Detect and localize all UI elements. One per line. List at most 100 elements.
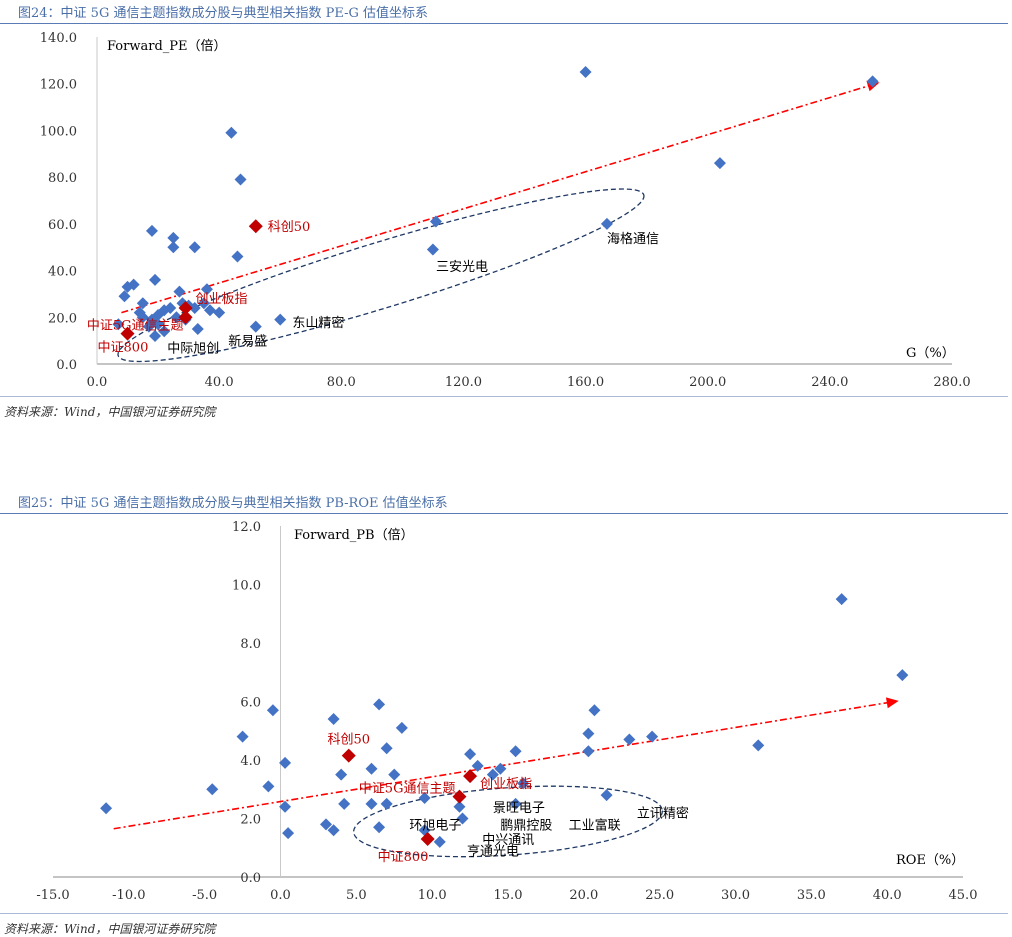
index-label: 创业板指	[480, 777, 532, 792]
highlight-ellipse	[353, 785, 663, 858]
stock-point	[170, 311, 183, 324]
stock-point	[433, 835, 446, 848]
stock-point	[142, 320, 155, 333]
x-tick-label: 35.0	[797, 888, 826, 903]
stock-point	[136, 297, 149, 310]
stock-label: 海格通信	[607, 231, 659, 247]
x-tick-label: 0.0	[87, 375, 108, 390]
trend-line	[113, 700, 895, 830]
index-point	[178, 300, 193, 315]
index-label: 科创50	[327, 733, 370, 748]
stock-label: 新易盛	[228, 334, 267, 350]
x-tick-label: 40.0	[205, 375, 234, 390]
stock-point	[188, 241, 201, 254]
stock-point	[453, 800, 466, 813]
stock-point	[236, 730, 249, 743]
stock-point	[213, 306, 226, 319]
stock-point	[206, 783, 219, 796]
y-tick-label: 8.0	[240, 637, 261, 652]
y-tick-label: 0.0	[56, 358, 77, 373]
x-tick-label: 5.0	[346, 888, 367, 903]
x-tick-label: 15.0	[494, 888, 523, 903]
y-tick-label: 20.0	[48, 311, 77, 326]
y-tick-label: 100.0	[40, 124, 77, 139]
stock-point	[121, 280, 134, 293]
stock-point	[282, 827, 295, 840]
stock-label: 三安光电	[436, 260, 488, 275]
stock-point	[100, 802, 113, 815]
figure-24-title: 图24：中证 5G 通信主题指数成分股与典型相关指数 PE-G 估值坐标系	[18, 6, 428, 21]
y-tick-label: 2.0	[240, 813, 261, 828]
stock-point	[456, 812, 469, 825]
stock-point	[167, 241, 180, 254]
y-tick-label: 140.0	[40, 31, 77, 46]
stock-point	[623, 733, 636, 746]
trend-line	[121, 82, 876, 314]
stock-point	[582, 745, 595, 758]
x-tick-label: 120.0	[445, 375, 482, 390]
index-label: 创业板指	[196, 292, 248, 307]
stock-point	[327, 713, 340, 726]
stock-point	[145, 224, 158, 237]
x-tick-label: 200.0	[689, 375, 726, 390]
stock-point	[149, 329, 162, 342]
stock-point	[327, 824, 340, 837]
x-tick-label: 80.0	[327, 375, 356, 390]
source-rule	[0, 913, 1008, 914]
y-tick-label: 80.0	[48, 171, 77, 186]
stock-point	[266, 704, 279, 717]
stock-label: 立讯精密	[637, 806, 689, 822]
stock-point	[582, 727, 595, 740]
x-tick-label: 0.0	[270, 888, 291, 903]
stock-point	[600, 217, 613, 230]
stock-point	[395, 721, 408, 734]
stock-point	[320, 818, 332, 831]
x-tick-label: -15.0	[36, 888, 69, 903]
title-rule	[0, 513, 1008, 514]
stock-point	[896, 669, 909, 682]
highlight-ellipse	[117, 188, 645, 363]
figure-25-source: 资料来源：Wind，中国银河证券研究院	[4, 922, 216, 936]
stock-point	[600, 789, 613, 802]
y-tick-label: 4.0	[240, 754, 261, 769]
x-axis-label: ROE（%）	[896, 853, 964, 868]
stock-point	[149, 273, 162, 286]
stock-point	[262, 780, 275, 793]
stock-point	[486, 768, 499, 781]
stock-point	[234, 173, 247, 186]
stock-point	[509, 745, 522, 758]
stock-point	[279, 800, 292, 813]
x-tick-label: -10.0	[112, 888, 145, 903]
index-point	[178, 310, 193, 325]
stock-label: 工业富联	[569, 817, 621, 833]
stock-point	[373, 821, 386, 834]
stock-point	[388, 768, 401, 781]
figure-24-source: 资料来源：Wind，中国银河证券研究院	[4, 405, 216, 419]
stock-point	[365, 797, 378, 810]
stock-label: 中际旭创	[167, 342, 219, 357]
index-point	[248, 219, 263, 234]
index-label: 中证5G通信主题	[87, 318, 184, 333]
stock-point	[279, 756, 292, 769]
stock-point	[517, 777, 530, 790]
x-tick-label: 20.0	[569, 888, 598, 903]
trend-arrow-head	[885, 697, 899, 709]
x-tick-label: 240.0	[811, 375, 848, 390]
index-point	[341, 748, 356, 763]
stock-point	[365, 762, 378, 775]
y-axis-label: Forward_PE（倍）	[107, 39, 227, 54]
source-rule	[0, 396, 1008, 397]
stock-label: 中兴通讯	[482, 833, 534, 848]
stock-point	[274, 313, 287, 326]
stock-point	[203, 304, 216, 317]
x-tick-label: 40.0	[873, 888, 902, 903]
stock-point	[380, 797, 393, 810]
y-tick-label: 12.0	[232, 520, 261, 535]
stock-point	[429, 215, 442, 228]
figure-25-title: 图25：中证 5G 通信主题指数成分股与典型相关指数 PB-ROE 估值坐标系	[18, 496, 448, 511]
stock-point	[426, 243, 439, 256]
x-axis-label: G（%）	[906, 346, 955, 361]
stock-label: 亨通光电	[467, 844, 519, 860]
stock-point	[249, 320, 262, 333]
stock-label: 景旺电子	[493, 801, 545, 816]
